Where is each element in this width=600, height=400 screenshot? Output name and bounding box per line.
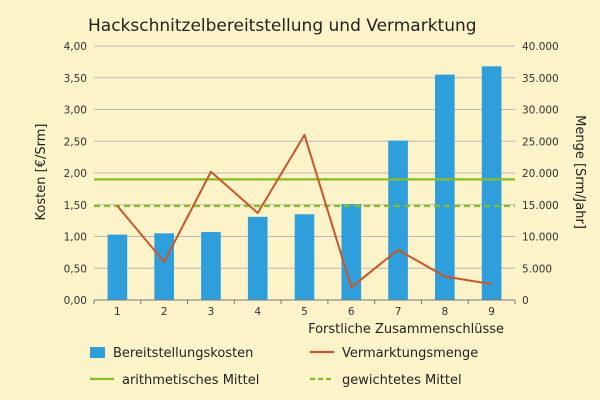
y-axis-title: Kosten [€/Srm] xyxy=(34,124,49,221)
bar xyxy=(388,140,408,300)
bar xyxy=(154,233,174,300)
y2-tick-label: 20.000 xyxy=(522,168,559,180)
quantity-line xyxy=(116,133,492,289)
legend-label: arithmetisches Mittel xyxy=(122,373,259,388)
y2-axis-title: Menge [Srm/Jahr] xyxy=(572,115,587,229)
x-tick-label: 4 xyxy=(254,306,261,318)
y2-tick-label: 0 xyxy=(522,295,529,307)
y2-tick-label: 40.000 xyxy=(522,41,559,53)
y-tick-label: 1,00 xyxy=(64,232,87,244)
bar xyxy=(481,66,502,300)
chart-title: Hackschnitzelbereitstellung und Vermarkt… xyxy=(88,16,477,36)
y-tick-label: 4,00 xyxy=(64,41,87,53)
y-tick-label: 1,50 xyxy=(64,200,87,212)
x-tick-label: 8 xyxy=(441,306,448,318)
x-axis-title: Forstliche Zusammenschlüsse xyxy=(308,322,504,337)
y2-tick-label: 10.000 xyxy=(522,232,559,244)
bar xyxy=(435,74,455,300)
legend: Bereitstellungskosten Vermarktungsmenge ar… xyxy=(90,346,478,388)
y-tick-label: 2,50 xyxy=(64,136,87,148)
mean-lines xyxy=(94,178,515,208)
y-tick-label: 2,00 xyxy=(64,168,87,180)
y2-tick-label: 15.000 xyxy=(522,200,559,212)
legend-label: Vermarktungsmenge xyxy=(342,346,478,361)
x-tick-label: 9 xyxy=(488,306,495,318)
bars xyxy=(107,66,502,300)
y2-tick-label: 35.000 xyxy=(522,73,559,85)
legend-swatch-bar xyxy=(90,347,105,358)
x-tick-label: 5 xyxy=(301,306,308,318)
bar xyxy=(247,216,268,300)
axes: 0,00 0,50 1,00 1,50 2,00 2,50 3,00 3,50 4,00 0 5.0… xyxy=(64,41,559,318)
y-tick-label: 0,50 xyxy=(64,263,87,275)
line-series xyxy=(116,133,492,289)
legend-label: Bereitstellungskosten xyxy=(113,346,253,361)
x-tick-label: 1 xyxy=(114,306,121,318)
y-tick-label: 3,00 xyxy=(64,105,87,117)
y2-tick-label: 30.000 xyxy=(522,105,559,117)
bar xyxy=(107,234,128,300)
bar xyxy=(341,204,362,300)
y2-tick-label: 5.000 xyxy=(522,263,552,275)
x-tick-label: 6 xyxy=(348,306,355,318)
bar xyxy=(201,232,221,300)
y-tick-label: 3,50 xyxy=(64,73,87,85)
x-tick-label: 7 xyxy=(395,306,402,318)
y2-tick-label: 25.000 xyxy=(522,136,559,148)
x-tick-label: 2 xyxy=(161,306,168,318)
bar xyxy=(294,214,315,300)
legend-label: gewichtetes Mittel xyxy=(342,373,462,388)
y-tick-label: 0,00 xyxy=(64,295,87,307)
x-tick-label: 3 xyxy=(208,306,215,318)
